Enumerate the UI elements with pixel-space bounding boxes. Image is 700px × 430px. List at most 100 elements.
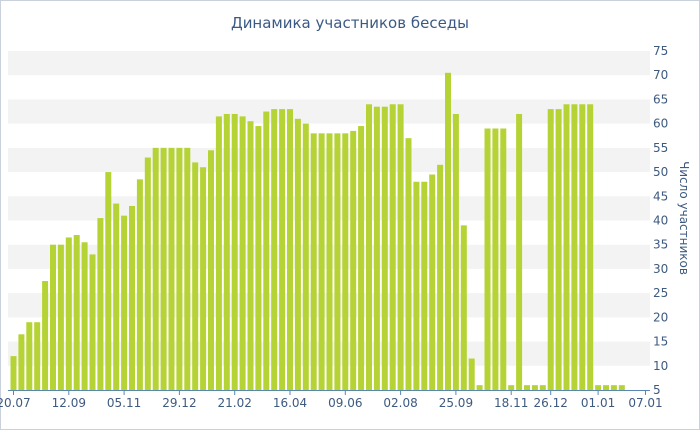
bar [603,385,609,390]
bar [389,104,396,391]
bar [160,147,167,390]
bar [168,147,175,390]
bar [144,157,151,390]
bar [239,116,246,390]
y-axis-ticks: 5 10 15 20 25 30 35 40 45 50 55 60 65 70 75 [653,44,668,397]
grid-band [8,99,650,124]
bar [492,128,499,391]
bar [50,244,56,390]
bar [42,281,49,390]
bar [81,242,88,390]
bar [452,113,459,391]
bar [113,203,120,390]
bar [397,104,404,391]
bar [460,225,467,390]
bar [302,123,309,390]
chart-title: Динамика участников беседы [231,14,469,32]
bar [508,385,515,390]
bar [531,385,538,390]
bar [437,164,444,390]
bar [405,138,412,390]
bar [547,109,554,391]
x-tick-label: 18.11 [494,396,528,410]
bar [200,167,207,390]
x-tick-label: 12.09 [52,396,86,410]
y-tick-label: 60 [653,117,668,131]
bar [500,128,507,391]
bar [129,205,135,390]
bar [208,150,214,390]
x-tick-label: 29.12 [162,396,196,410]
bar [366,104,372,391]
bar [231,113,238,391]
bar [516,113,523,391]
bar [255,126,262,390]
bar [73,235,80,390]
bar [310,133,317,390]
bar [381,106,388,390]
y-axis-label: Число участников [677,161,691,275]
bar [334,133,341,390]
bar [539,385,546,390]
y-tick-label: 55 [653,141,668,155]
bar [350,130,357,390]
bar [215,116,222,390]
y-tick-label: 40 [653,214,668,228]
bar [445,72,451,390]
y-tick-label: 30 [653,262,668,276]
bar [579,104,586,391]
y-tick-label: 5 [653,383,661,397]
bar [484,128,491,391]
bar [89,254,96,390]
bar [563,104,570,391]
bar [342,133,349,390]
bar [136,179,143,390]
x-tick-label: 05.11 [107,396,141,410]
bar [618,385,625,390]
y-tick-label: 65 [653,92,668,106]
y-tick-label: 35 [653,238,668,252]
bar [476,385,483,390]
x-tick-label: 25.09 [439,396,473,410]
bar [468,358,475,390]
bar [358,126,365,390]
x-tick-label: 01.01 [581,396,615,410]
bar [184,147,191,390]
bar [429,174,436,390]
y-tick-label: 70 [653,68,668,82]
bar [34,322,41,390]
bar [97,218,104,390]
bar [373,106,380,390]
bar [57,244,64,390]
bar [279,109,286,391]
bar [263,111,270,390]
x-tick-label: 09.06 [328,396,362,410]
bar [318,133,325,390]
x-tick-label: 21.02 [218,396,252,410]
y-tick-label: 20 [653,310,668,324]
bar [176,147,183,390]
bar [595,385,602,390]
y-tick-label: 15 [653,335,668,349]
bar [192,162,199,390]
bar [326,133,333,390]
y-tick-label: 45 [653,189,668,203]
bar [294,118,301,391]
grid-band [8,51,650,76]
bar [121,215,128,390]
bar [65,237,72,390]
bar [271,109,278,391]
y-tick-label: 50 [653,165,668,179]
x-tick-label: 16.04 [273,396,307,410]
bar [10,356,17,390]
y-tick-label: 75 [653,44,668,58]
y-tick-label: 10 [653,359,668,373]
bar [223,113,230,391]
bar [152,147,159,390]
x-tick-label: 07.01 [628,396,662,410]
x-tick-label: 02.08 [383,396,417,410]
bar [524,385,530,390]
y-tick-label: 25 [653,286,668,300]
bar [247,121,254,390]
